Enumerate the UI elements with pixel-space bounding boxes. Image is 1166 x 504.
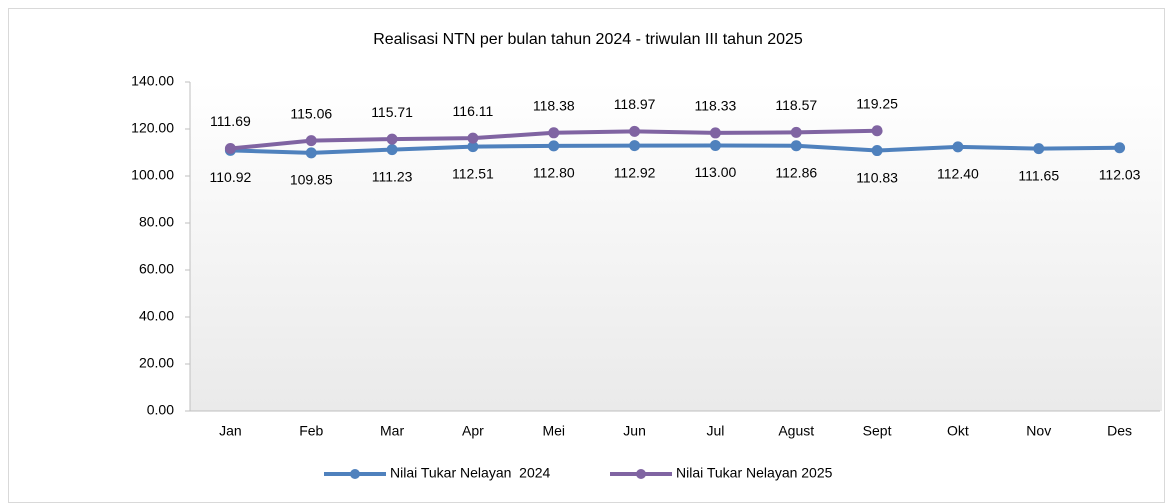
data-label: 111.65 <box>1018 167 1059 183</box>
x-tick-label: Nov <box>1026 423 1051 439</box>
data-label: 111.69 <box>210 113 251 129</box>
series-line <box>230 143 1120 155</box>
data-label: 118.57 <box>775 97 817 113</box>
data-label: 112.80 <box>533 165 575 181</box>
data-label: 112.92 <box>614 164 656 180</box>
x-tick-label: Mei <box>542 423 565 439</box>
data-point <box>224 143 236 155</box>
x-tick-label: Feb <box>299 423 323 439</box>
data-point <box>790 140 802 152</box>
data-point <box>305 135 317 147</box>
data-label: 118.33 <box>695 98 737 114</box>
y-tick-label: 120.00 <box>131 120 174 136</box>
data-label: 119.25 <box>856 95 898 111</box>
x-tick-label: Mar <box>380 423 404 439</box>
data-point <box>386 133 398 145</box>
data-label: 110.83 <box>856 169 898 185</box>
y-tick-label: 40.00 <box>139 308 174 324</box>
legend-label: Nilai Tukar Nelayan 2025 <box>676 465 833 481</box>
data-label: 115.06 <box>290 105 332 121</box>
chart-title: Realisasi NTN per bulan tahun 2024 - tri… <box>373 31 803 48</box>
data-point <box>629 140 641 152</box>
data-point <box>871 125 883 137</box>
legend-marker <box>636 469 646 479</box>
data-point <box>548 127 560 139</box>
data-point <box>467 141 479 153</box>
data-point <box>709 127 721 139</box>
data-label: 112.86 <box>775 164 817 180</box>
data-point <box>871 145 883 157</box>
data-point <box>1114 142 1126 154</box>
x-tick-label: Des <box>1107 423 1132 439</box>
data-label: 113.00 <box>695 164 737 180</box>
data-label: 109.85 <box>290 172 333 188</box>
data-label: 112.51 <box>452 165 494 181</box>
data-point <box>629 125 641 137</box>
y-tick-label: 100.00 <box>131 167 174 183</box>
data-label: 112.40 <box>937 166 979 182</box>
x-tick-label: Apr <box>462 423 484 439</box>
data-point <box>386 144 398 156</box>
data-label: 111.23 <box>372 168 413 184</box>
x-tick-label: Okt <box>947 423 969 439</box>
x-tick-label: Jul <box>706 423 724 439</box>
data-point <box>790 126 802 138</box>
legend-marker <box>350 469 360 479</box>
x-tick-label: Sept <box>863 423 892 439</box>
data-label: 112.03 <box>1099 166 1141 182</box>
y-tick-label: 0.00 <box>147 402 174 418</box>
x-tick-label: Agust <box>778 423 814 439</box>
data-label: 116.11 <box>453 103 494 119</box>
y-tick-label: 60.00 <box>139 261 174 277</box>
y-tick-label: 20.00 <box>139 355 174 371</box>
y-tick-label: 140.00 <box>131 73 174 89</box>
x-tick-label: Jun <box>623 423 646 439</box>
data-label: 115.71 <box>371 104 413 120</box>
data-label: 118.97 <box>614 96 656 112</box>
data-point <box>548 140 560 152</box>
data-point <box>305 147 317 159</box>
data-label: 118.38 <box>533 98 575 114</box>
plot-area <box>190 82 1162 411</box>
data-label: 110.92 <box>210 169 252 185</box>
data-point <box>709 139 721 151</box>
y-tick-label: 80.00 <box>139 214 174 230</box>
legend-label: Nilai Tukar Nelayan 2024 <box>390 465 551 481</box>
x-tick-label: Jan <box>219 423 242 439</box>
data-point <box>467 132 479 144</box>
data-point <box>1033 143 1045 155</box>
data-point <box>952 141 964 153</box>
